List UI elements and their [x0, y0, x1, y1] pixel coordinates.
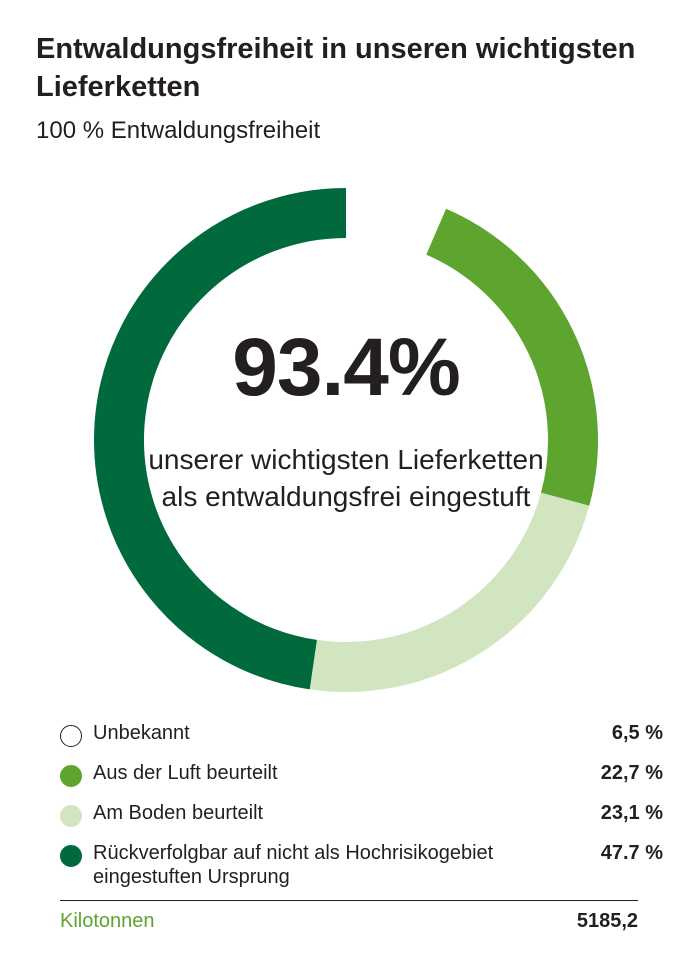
legend-value: 6,5 %: [611, 722, 663, 744]
center-percentage: 93.4%: [232, 322, 461, 413]
legend-item-unbekannt: Unbekannt 6,5 %: [60, 718, 663, 758]
footer-divider: [60, 900, 638, 901]
legend-item-boden: Am Boden beurteilt 23,1 %: [60, 798, 663, 838]
footer-label: Kilotonnen: [60, 910, 155, 932]
donut-segment-1: [345, 188, 447, 255]
legend-value: 23,1 %: [600, 802, 663, 824]
legend-label: Rückverfolgbar auf nicht als Hochrisikog…: [93, 842, 494, 888]
legend-label: Am Boden beurteilt: [93, 802, 264, 824]
footer-value: 5185,2: [576, 910, 638, 932]
legend-swatch-luft: [60, 765, 82, 787]
legend-value: 22,7 %: [600, 762, 663, 784]
legend-value: 47.7 %: [600, 842, 663, 864]
legend: Unbekannt 6,5 % Aus der Luft beurteilt 2…: [60, 718, 663, 900]
legend-item-rueckverfolgbar: Rückverfolgbar auf nicht als Hochrisikog…: [60, 838, 663, 900]
legend-item-luft: Aus der Luft beurteilt 22,7 %: [60, 758, 663, 798]
legend-swatch-boden: [60, 805, 82, 827]
legend-swatch-rueckverfolgbar: [60, 845, 82, 867]
legend-label: Aus der Luft beurteilt: [93, 762, 278, 784]
donut-segment-2: [425, 208, 598, 506]
chart-subtitle: 100 % Entwaldungsfreiheit: [36, 117, 321, 144]
center-description: unserer wichtigsten Lieferketten als ent…: [148, 444, 544, 512]
chart-title: Entwaldungsfreiheit in unseren wichtigst…: [36, 33, 636, 103]
donut-segment-3: [309, 492, 590, 692]
legend-label: Unbekannt: [93, 722, 190, 744]
legend-swatch-unbekannt: [60, 725, 82, 747]
donut-segment-4: [94, 188, 347, 690]
